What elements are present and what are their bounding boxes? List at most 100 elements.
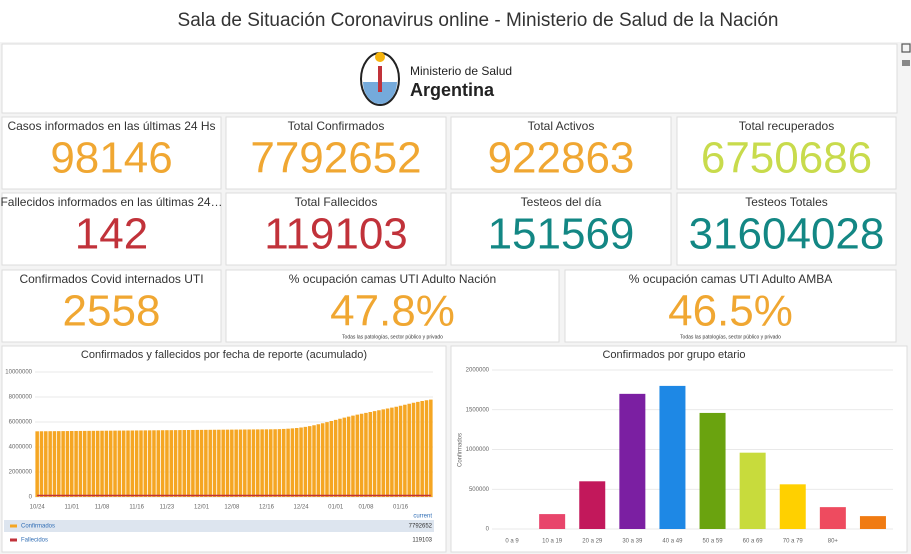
chart-title: Confirmados y fallecidos por fecha de re… xyxy=(81,349,367,361)
bar xyxy=(74,430,78,497)
bar xyxy=(351,415,355,497)
bar xyxy=(659,385,686,529)
x-tick-label: 10 a 19 xyxy=(542,539,563,545)
bar xyxy=(429,399,433,497)
kpi-label: Testeos del día xyxy=(521,195,602,209)
page-title: Sala de Situación Coronavirus online - M… xyxy=(178,10,779,31)
bar xyxy=(204,429,208,497)
bar xyxy=(139,430,143,497)
chart-title: Confirmados por grupo etario xyxy=(602,349,745,361)
title-bar xyxy=(0,0,911,42)
bar xyxy=(65,431,70,497)
side-icons[interactable] xyxy=(901,43,911,66)
bar xyxy=(368,412,373,497)
bar xyxy=(338,418,342,497)
kpi-value: 31604028 xyxy=(689,210,885,259)
y-tick-label: 4000000 xyxy=(9,445,33,451)
bar xyxy=(277,429,282,497)
bar xyxy=(134,430,139,497)
kpi-value: 98146 xyxy=(50,134,172,183)
bar xyxy=(165,430,169,497)
bar xyxy=(39,431,44,497)
kpi-label: Confirmados Covid internados UTI xyxy=(19,272,203,286)
x-tick-label: 12/08 xyxy=(224,505,240,511)
legend-row xyxy=(4,520,434,532)
bar xyxy=(619,393,646,529)
bar xyxy=(178,430,182,497)
x-tick-label: 11/08 xyxy=(95,505,110,511)
logo-line1: Ministerio de Salud xyxy=(410,64,512,78)
kpi-tile xyxy=(225,269,560,343)
bar xyxy=(191,429,195,497)
y-tick-label: 2000000 xyxy=(9,470,33,476)
x-tick-label: 80+ xyxy=(828,539,839,545)
x-tick-label: 30 a 39 xyxy=(622,539,643,545)
kpi-note: Todas las patologías, sector público y p… xyxy=(680,334,781,340)
bar xyxy=(251,429,256,497)
bar xyxy=(403,404,407,497)
emblem xyxy=(360,52,400,106)
kpi-tile xyxy=(1,269,222,343)
bar xyxy=(113,430,117,497)
bar xyxy=(44,431,48,497)
x-tick-label: 12/16 xyxy=(259,505,275,511)
kpi-value: 46.5% xyxy=(668,287,793,336)
bar xyxy=(195,429,199,497)
bar xyxy=(121,430,126,497)
y-tick-label: 0 xyxy=(486,527,490,533)
bar xyxy=(199,429,204,497)
bar xyxy=(424,400,429,497)
bar xyxy=(411,402,416,497)
kpi-label: Total recuperados xyxy=(739,119,834,133)
kpi-tile xyxy=(450,116,672,190)
x-tick-label: 01/16 xyxy=(393,505,409,511)
bar xyxy=(320,423,325,497)
bar xyxy=(407,403,411,497)
bar xyxy=(182,430,187,497)
y-axis-title: Confirmados xyxy=(458,433,464,467)
x-tick-label: 01/08 xyxy=(358,505,374,511)
bar xyxy=(286,428,290,497)
bar xyxy=(579,481,606,529)
legend-label: Fallecidos xyxy=(21,538,48,544)
bar xyxy=(394,406,398,497)
bar xyxy=(325,422,329,497)
bar xyxy=(281,428,286,497)
bar xyxy=(212,429,217,497)
x-tick-label: 11/01 xyxy=(64,505,79,511)
kpi-label: Casos informados en las últimas 24 Hs xyxy=(7,119,215,133)
bar xyxy=(819,507,846,529)
bar xyxy=(294,428,299,497)
bar xyxy=(273,429,277,497)
kpi-tile xyxy=(450,192,672,266)
bar xyxy=(217,429,221,497)
kpi-tile xyxy=(1,192,222,266)
logo-line2: Argentina xyxy=(410,80,495,100)
x-tick-label: 12/24 xyxy=(294,505,310,511)
bar xyxy=(699,412,726,529)
bar xyxy=(208,429,212,497)
kpi-label: Total Confirmados xyxy=(288,119,385,133)
x-tick-label: 12/01 xyxy=(194,505,210,511)
bar xyxy=(260,429,264,497)
bar xyxy=(234,429,238,497)
kpi-label: Total Activos xyxy=(528,119,595,133)
kpi-tile xyxy=(225,116,447,190)
kpi-tile xyxy=(564,269,897,343)
bar xyxy=(221,429,225,497)
bar xyxy=(48,431,52,497)
kpi-tile xyxy=(676,116,897,190)
kpi-value: 6750686 xyxy=(701,134,872,183)
kpi-label: % ocupación camas UTI Adulto Nación xyxy=(289,272,496,286)
bar xyxy=(108,430,113,497)
kpi-tile xyxy=(225,192,447,266)
bar xyxy=(359,413,364,497)
legend-marker xyxy=(10,524,17,528)
bar xyxy=(82,430,87,497)
bar xyxy=(160,430,165,497)
kpi-label: % ocupación camas UTI Adulto AMBA xyxy=(629,272,832,286)
bar xyxy=(364,412,368,497)
bar xyxy=(57,431,61,497)
bar xyxy=(342,417,347,497)
